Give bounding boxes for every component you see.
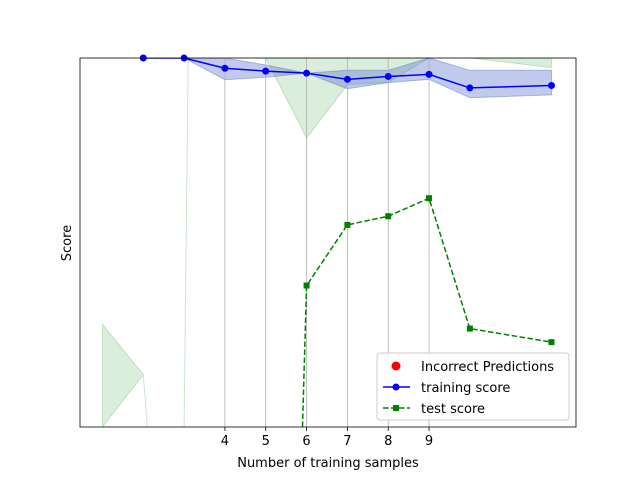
legend-box bbox=[376, 352, 570, 421]
training-score-point bbox=[343, 75, 351, 83]
x-tick-label-6: 6 bbox=[302, 434, 310, 449]
x-tick-label-7: 7 bbox=[343, 434, 351, 449]
legend-marker-incorrect bbox=[391, 361, 401, 371]
training-score-point bbox=[262, 67, 270, 75]
x-tick-label-9: 9 bbox=[425, 434, 433, 449]
plot-frame bbox=[79, 57, 577, 428]
x-tick-label-8: 8 bbox=[384, 434, 392, 449]
x-tick-label-5: 5 bbox=[262, 434, 270, 449]
x-axis-label: Number of training samples bbox=[237, 456, 419, 471]
test-score-point bbox=[466, 325, 473, 332]
training-score-point bbox=[548, 81, 556, 89]
training-score-line bbox=[143, 58, 552, 89]
training-score-point bbox=[303, 69, 311, 77]
training-score-point bbox=[425, 70, 433, 78]
test-score-point bbox=[385, 213, 392, 220]
legend-marker-test bbox=[393, 405, 399, 411]
legend-marker-training bbox=[392, 383, 400, 391]
test-score-point bbox=[344, 221, 351, 228]
x-axis-ticks: 4 5 6 7 8 9 bbox=[221, 427, 433, 449]
training-score-point bbox=[221, 64, 229, 72]
legend-label: training score bbox=[421, 381, 510, 396]
test-score-point bbox=[426, 195, 433, 202]
test-score-band bbox=[101, 58, 553, 427]
x-tick-label-4: 4 bbox=[221, 434, 229, 449]
test-score-point bbox=[548, 339, 555, 346]
legend-label: Incorrect Predictions bbox=[421, 360, 554, 375]
training-score-point bbox=[466, 84, 474, 92]
y-axis-label: Score bbox=[60, 225, 75, 261]
training-score-point bbox=[384, 72, 392, 80]
series-markers bbox=[139, 54, 556, 346]
legend-label: test score bbox=[421, 402, 485, 417]
legend: Incorrect Predictions training score test … bbox=[376, 352, 570, 421]
test-score-point bbox=[303, 282, 310, 289]
